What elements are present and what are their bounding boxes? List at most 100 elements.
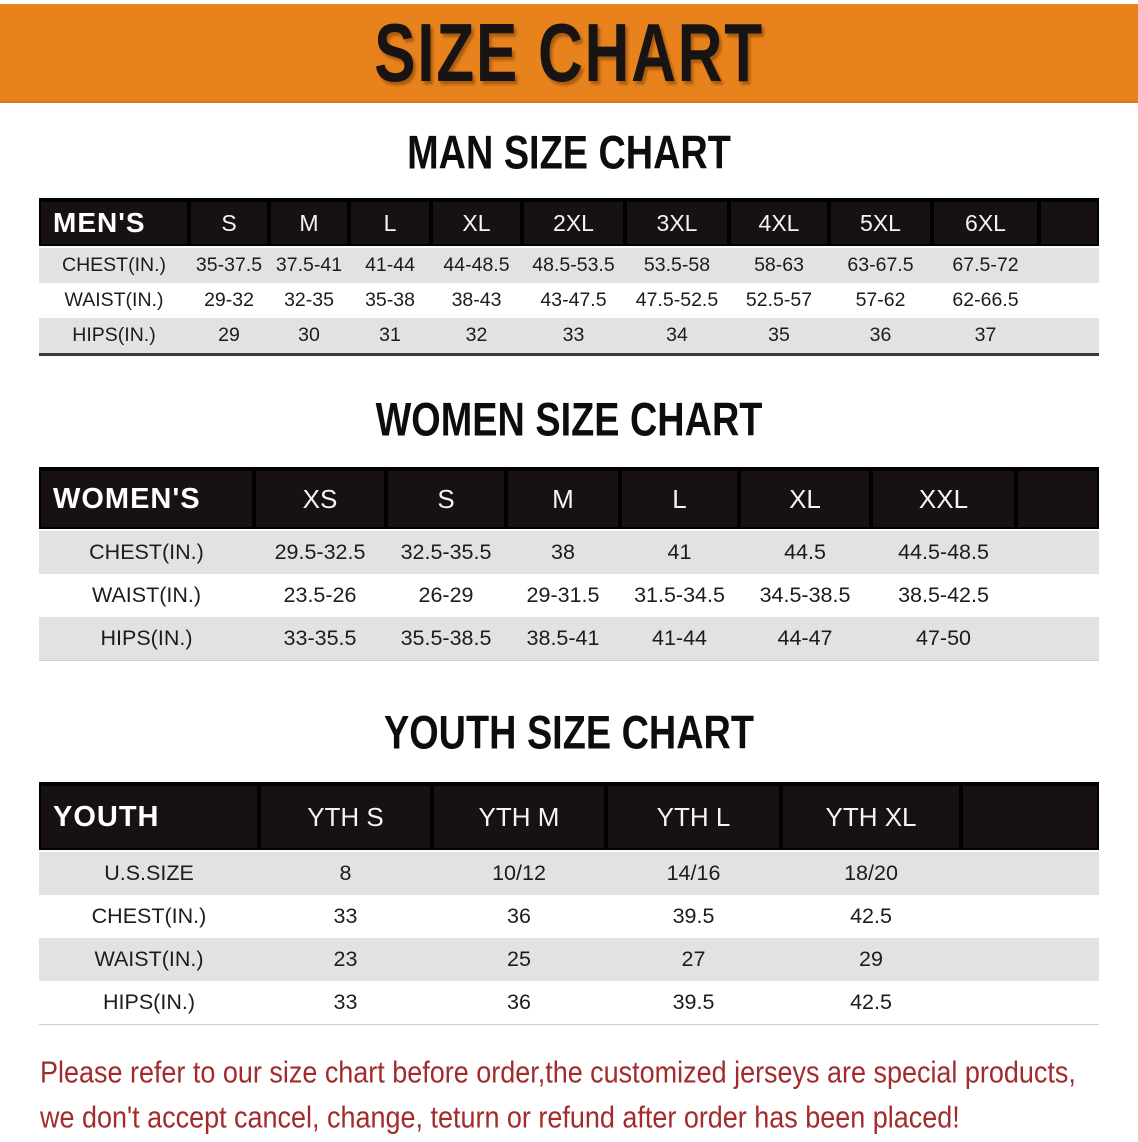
table-row-chest: CHEST(IN.) 33 36 39.5 42.5 <box>39 895 1099 938</box>
size-value-cell: 57-62 <box>829 283 932 318</box>
size-column-header: XXL <box>871 467 1016 531</box>
size-value-cell: 63-67.5 <box>829 247 932 283</box>
size-value-cell: 33 <box>259 981 432 1025</box>
size-value-cell: 29-32 <box>189 283 269 318</box>
spacer-cell <box>961 782 1099 852</box>
women-size-table: WOMEN'S XS S M L XL XXL CHEST(IN.) 29.5-… <box>39 467 1099 661</box>
size-value-cell: 34.5-38.5 <box>739 574 871 617</box>
spacer-cell <box>1039 198 1099 248</box>
size-value-cell: 35 <box>729 318 829 355</box>
size-value-cell: 35-37.5 <box>189 247 269 283</box>
size-value-cell: 33-35.5 <box>254 617 386 661</box>
size-column-header: 2XL <box>522 198 625 248</box>
size-value-cell: 25 <box>432 938 606 981</box>
size-value-cell: 43-47.5 <box>522 283 625 318</box>
size-value-cell: 48.5-53.5 <box>522 247 625 283</box>
size-value-cell: 47.5-52.5 <box>625 283 729 318</box>
spacer-cell <box>1039 247 1099 283</box>
size-column-header: YTH M <box>432 782 606 852</box>
youth-section-heading: YOUTH SIZE CHART <box>383 706 754 760</box>
size-column-header: XL <box>739 467 871 531</box>
size-column-header: L <box>620 467 739 531</box>
size-value-cell: 38-43 <box>431 283 522 318</box>
men-table-title: MEN'S <box>39 198 189 248</box>
size-value-cell: 10/12 <box>432 851 606 895</box>
row-label: CHEST(IN.) <box>39 530 254 574</box>
men-size-chart-section: MAN SIZE CHART MEN'S S M L XL 2XL 3XL 4X… <box>0 126 1138 356</box>
size-value-cell: 41 <box>620 530 739 574</box>
size-value-cell: 31.5-34.5 <box>620 574 739 617</box>
size-value-cell: 31 <box>349 318 431 355</box>
women-section-heading: WOMEN SIZE CHART <box>375 393 763 447</box>
size-value-cell: 37 <box>932 318 1039 355</box>
row-label: CHEST(IN.) <box>39 247 189 283</box>
size-value-cell: 27 <box>606 938 781 981</box>
table-row-hips: HIPS(IN.) 29 30 31 32 33 34 35 36 37 <box>39 318 1099 355</box>
disclaimer-line-2: we don't accept cancel, change, teturn o… <box>40 1101 960 1135</box>
size-value-cell: 67.5-72 <box>932 247 1039 283</box>
size-value-cell: 14/16 <box>606 851 781 895</box>
spacer-cell <box>1016 574 1099 617</box>
size-value-cell: 32 <box>431 318 522 355</box>
size-column-header: M <box>506 467 620 531</box>
size-column-header: 3XL <box>625 198 729 248</box>
table-row-waist: WAIST(IN.) 23.5-26 26-29 29-31.5 31.5-34… <box>39 574 1099 617</box>
row-label: HIPS(IN.) <box>39 318 189 355</box>
size-value-cell: 35.5-38.5 <box>386 617 506 661</box>
size-value-cell: 38.5-42.5 <box>871 574 1016 617</box>
row-label: U.S.SIZE <box>39 851 259 895</box>
size-value-cell: 62-66.5 <box>932 283 1039 318</box>
size-column-header: 5XL <box>829 198 932 248</box>
size-value-cell: 36 <box>432 981 606 1025</box>
size-value-cell: 33 <box>259 895 432 938</box>
women-size-chart-section: WOMEN SIZE CHART WOMEN'S XS S M L XL XXL… <box>0 393 1138 661</box>
size-value-cell: 36 <box>432 895 606 938</box>
spacer-cell <box>1039 318 1099 355</box>
row-label: WAIST(IN.) <box>39 938 259 981</box>
size-value-cell: 8 <box>259 851 432 895</box>
size-column-header: S <box>189 198 269 248</box>
size-value-cell: 37.5-41 <box>269 247 349 283</box>
row-label: WAIST(IN.) <box>39 283 189 318</box>
women-header-row: WOMEN'S XS S M L XL XXL <box>39 467 1099 531</box>
size-value-cell: 35-38 <box>349 283 431 318</box>
size-value-cell: 23 <box>259 938 432 981</box>
size-value-cell: 52.5-57 <box>729 283 829 318</box>
spacer-cell <box>961 895 1099 938</box>
size-column-header: XS <box>254 467 386 531</box>
row-label: HIPS(IN.) <box>39 617 254 661</box>
size-value-cell: 42.5 <box>781 981 961 1025</box>
size-value-cell: 32-35 <box>269 283 349 318</box>
size-column-header: L <box>349 198 431 248</box>
spacer-cell <box>1016 617 1099 661</box>
row-label: CHEST(IN.) <box>39 895 259 938</box>
spacer-cell <box>1016 530 1099 574</box>
size-column-header: 4XL <box>729 198 829 248</box>
youth-table-title: YOUTH <box>39 782 259 852</box>
size-value-cell: 42.5 <box>781 895 961 938</box>
men-header-row: MEN'S S M L XL 2XL 3XL 4XL 5XL 6XL <box>39 198 1099 248</box>
spacer-cell <box>961 851 1099 895</box>
size-column-header: YTH XL <box>781 782 961 852</box>
size-value-cell: 41-44 <box>620 617 739 661</box>
disclaimer-line-1: Please refer to our size chart before or… <box>40 1056 1076 1090</box>
banner-title: SIZE CHART <box>374 6 764 99</box>
men-section-heading: MAN SIZE CHART <box>407 126 731 180</box>
size-value-cell: 38 <box>506 530 620 574</box>
table-row-chest: CHEST(IN.) 29.5-32.5 32.5-35.5 38 41 44.… <box>39 530 1099 574</box>
size-value-cell: 23.5-26 <box>254 574 386 617</box>
men-size-table: MEN'S S M L XL 2XL 3XL 4XL 5XL 6XL CHEST… <box>39 198 1099 356</box>
table-row-waist: WAIST(IN.) 29-32 32-35 35-38 38-43 43-47… <box>39 283 1099 318</box>
table-row-ussize: U.S.SIZE 8 10/12 14/16 18/20 <box>39 851 1099 895</box>
size-value-cell: 39.5 <box>606 981 781 1025</box>
row-label: HIPS(IN.) <box>39 981 259 1025</box>
size-value-cell: 26-29 <box>386 574 506 617</box>
size-chart-banner: SIZE CHART <box>0 4 1138 103</box>
size-value-cell: 41-44 <box>349 247 431 283</box>
size-column-header: S <box>386 467 506 531</box>
youth-header-row: YOUTH YTH S YTH M YTH L YTH XL <box>39 782 1099 852</box>
size-value-cell: 47-50 <box>871 617 1016 661</box>
table-row-hips: HIPS(IN.) 33 36 39.5 42.5 <box>39 981 1099 1025</box>
spacer-cell <box>1016 467 1099 531</box>
size-value-cell: 34 <box>625 318 729 355</box>
